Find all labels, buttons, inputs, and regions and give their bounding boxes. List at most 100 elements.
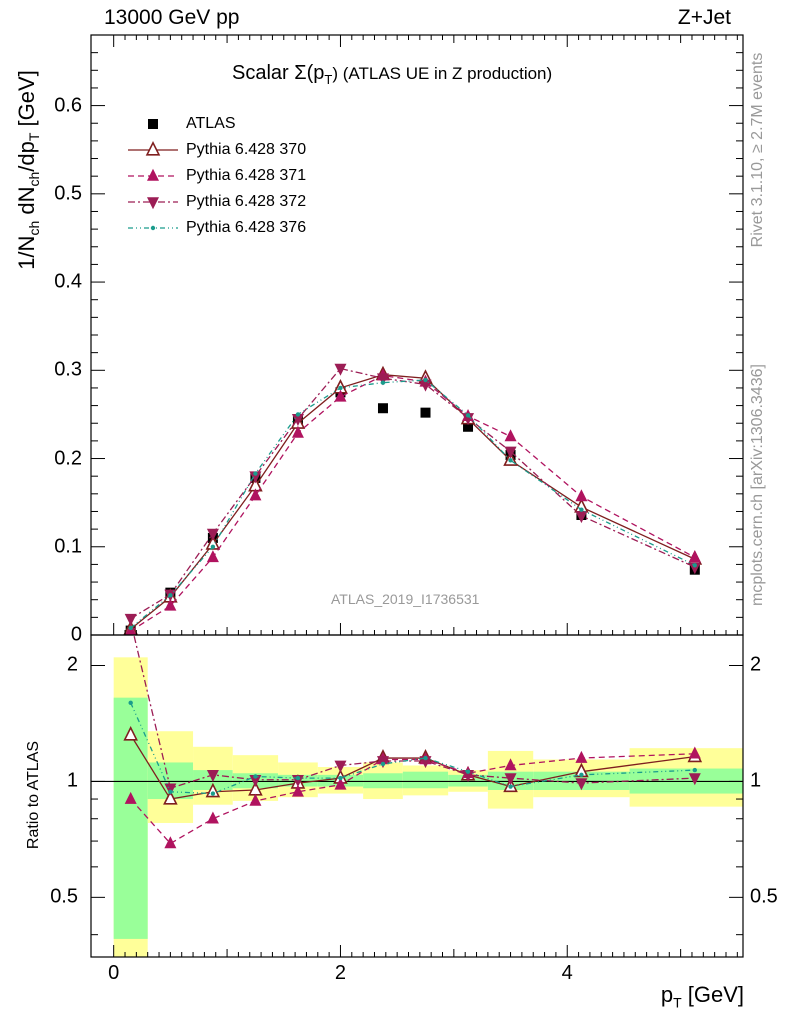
point-3-10 xyxy=(575,511,588,524)
point-3-8 xyxy=(462,413,475,426)
ratio-point-1-11 xyxy=(688,746,701,759)
legend-entry-370: Pythia 6.428 370 xyxy=(186,141,307,158)
y-tick-label-4: 0.4 xyxy=(54,270,82,293)
ratio-point-1-3 xyxy=(249,793,262,806)
ratio-y-tick-label-right-2: 2 xyxy=(750,653,762,676)
point-3-6 xyxy=(376,373,389,386)
point-2-3 xyxy=(249,488,262,501)
legend-markers xyxy=(128,119,178,231)
point-0-7 xyxy=(420,407,431,418)
point-3-9 xyxy=(504,446,517,459)
ratio-line-1 xyxy=(130,753,695,845)
ratio-point-1-2 xyxy=(206,811,219,824)
point-4-2 xyxy=(210,544,216,549)
legend-entry-372: Pythia 6.428 372 xyxy=(186,193,307,210)
ratio-point-2-10 xyxy=(575,778,588,791)
ratio-point-2-11 xyxy=(688,773,701,786)
ylabel-part-a: 1/N xyxy=(13,235,39,270)
chart-title-prefix: Scalar Σ(p xyxy=(232,62,325,84)
point-4-5 xyxy=(338,385,343,391)
ylabel-part-c: /dp xyxy=(13,141,39,172)
legend-marker-3 xyxy=(147,197,159,210)
point-4-6 xyxy=(380,380,386,385)
y-tick-label-2: 0.2 xyxy=(54,447,82,470)
point-2-1 xyxy=(164,598,177,611)
ratio-band-inner-6 xyxy=(363,773,403,789)
xlabel-part-b: [GeV] xyxy=(681,982,744,1007)
ratio-point-1-4 xyxy=(291,784,304,797)
point-2-5 xyxy=(334,389,347,402)
y-axis-label: 1/Nch dNch/dpT [GeV] xyxy=(14,70,42,270)
point-0-6 xyxy=(377,403,388,414)
series-line-2 xyxy=(130,374,696,632)
point-4-10 xyxy=(579,507,584,512)
y-tick-label-5: 0.5 xyxy=(54,182,82,205)
chart-title-suffix: ) (ATLAS UE in Z production) xyxy=(332,64,553,83)
series-line-4 xyxy=(130,379,696,629)
point-4-7 xyxy=(423,377,428,383)
legend-entry-atlas: ATLAS xyxy=(186,115,236,132)
side-label-top: Rivet 3.1.10, ≥ 2.7M events xyxy=(749,52,766,248)
ratio-point-2-1 xyxy=(164,783,177,796)
point-3-4 xyxy=(291,414,304,427)
ratio-frame xyxy=(90,634,744,958)
y-tick-label-6: 0.6 xyxy=(54,94,82,117)
x-tick-label-2: 2 xyxy=(334,962,347,984)
ratio-y-tick-label-right-1: 1 xyxy=(750,769,762,792)
ylabel-part-b: dN xyxy=(13,186,39,221)
ratio-point-3-2 xyxy=(210,791,216,796)
x-tick-label-4: 4 xyxy=(561,962,573,984)
ratio-point-1-0 xyxy=(124,791,137,804)
ratio-point-3-4 xyxy=(295,775,301,781)
ratio-point-3-9 xyxy=(508,784,513,789)
header-left: 13000 GeV pp xyxy=(104,6,240,29)
point-3-11 xyxy=(688,562,701,575)
ratio-band-inner-7 xyxy=(402,771,449,789)
ratio-point-1-5 xyxy=(334,777,347,790)
chart-title: Scalar Σ(pT) (ATLAS UE in Z production) xyxy=(232,62,552,87)
point-4-4 xyxy=(295,412,301,417)
xlabel-sub: T xyxy=(673,994,682,1011)
ratio-point-0-1 xyxy=(163,790,178,805)
point-3-5 xyxy=(334,363,347,376)
point-3-3 xyxy=(249,471,262,484)
ratio-uncertainty-bands xyxy=(91,657,743,957)
legend-marker-1 xyxy=(145,141,161,156)
legend-entry-376: Pythia 6.428 376 xyxy=(186,219,307,236)
ratio-point-3-8 xyxy=(465,769,471,774)
y-tick-label-0: 0 xyxy=(70,623,82,646)
series-line-3 xyxy=(130,367,696,620)
point-3-2 xyxy=(206,528,219,541)
point-2-9 xyxy=(504,429,517,442)
point-4-9 xyxy=(508,458,513,463)
point-4-3 xyxy=(253,471,258,476)
legend-marker-0 xyxy=(148,119,158,129)
ratio-point-2-8 xyxy=(462,770,475,783)
legend: ATLAS Pythia 6.428 370 Pythia 6.428 371 … xyxy=(186,114,306,244)
ylabel-sub-a: ch xyxy=(26,220,43,236)
point-4-1 xyxy=(168,593,173,598)
point-4-11 xyxy=(692,563,698,568)
legend-marker-4 xyxy=(150,225,156,231)
point-2-10 xyxy=(575,489,588,502)
point-2-4 xyxy=(291,425,304,438)
ratio-point-3-0 xyxy=(128,700,133,706)
ratio-point-2-5 xyxy=(334,760,347,773)
header-right: Z+Jet xyxy=(677,6,731,29)
ratio-line-2 xyxy=(133,635,695,790)
legend-marker-2 xyxy=(147,168,159,181)
ratio-point-3-1 xyxy=(168,789,173,794)
ratio-y-tick-label-0: 0.5 xyxy=(50,885,78,908)
ratio-point-3-7 xyxy=(423,755,428,761)
ratio-point-2-9 xyxy=(504,773,517,786)
ratio-point-2-3 xyxy=(249,774,262,787)
chart-title-sub: T xyxy=(324,72,333,87)
ylabel-part-d: [GeV] xyxy=(13,70,39,133)
x-tick-label-0: 0 xyxy=(108,962,120,984)
xlabel-part-a: p xyxy=(660,982,674,1007)
ratio-y-tick-label-2: 2 xyxy=(66,653,78,676)
x-axis-label: pT [GeV] xyxy=(661,982,744,1010)
y-tick-label-1: 0.1 xyxy=(54,535,82,558)
y-tick-label-3: 0.3 xyxy=(54,358,82,381)
